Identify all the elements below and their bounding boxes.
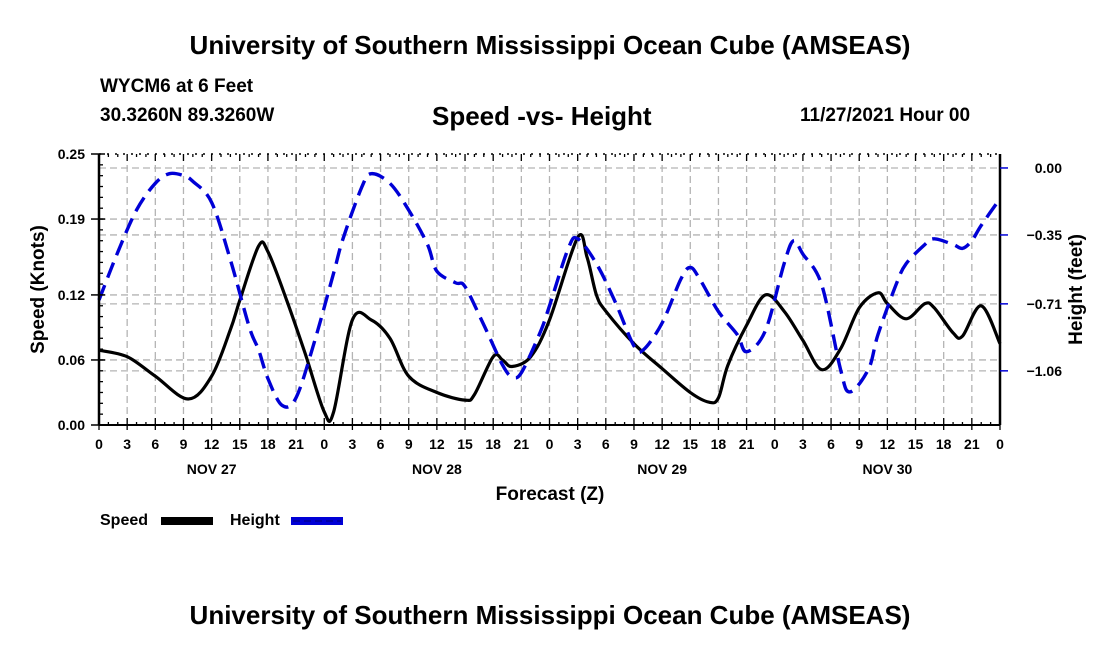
x-tick-label: 21 — [964, 436, 980, 452]
x-tick-label: 18 — [711, 436, 727, 452]
x-tick-label: 0 — [996, 436, 1004, 452]
x-tick-label: 15 — [232, 436, 248, 452]
x-tick-label: 9 — [180, 436, 188, 452]
x-tick-label: 21 — [288, 436, 304, 452]
day-label: NOV 27 — [187, 461, 237, 477]
x-tick-label: 9 — [405, 436, 413, 452]
y-tick-label: 0.00 — [58, 417, 85, 433]
x-tick-label: 6 — [151, 436, 159, 452]
main-title: University of Southern Mississippi Ocean… — [189, 30, 911, 60]
height-series-line — [97, 171, 1002, 409]
x-tick-label: 6 — [602, 436, 610, 452]
chart-title: Speed -vs- Height — [432, 101, 652, 131]
x-tick-label: 21 — [739, 436, 755, 452]
y2-tick-label: 0.00 — [1035, 160, 1062, 176]
y2-tick-label: −0.35 — [1027, 227, 1063, 243]
x-tick-label: 0 — [320, 436, 328, 452]
grid-lines — [99, 154, 1000, 425]
legend-height-label: Height — [230, 512, 280, 529]
x-axis-title: Forecast (Z) — [496, 484, 605, 505]
series-lines — [97, 171, 1002, 423]
x-tick-label: 0 — [771, 436, 779, 452]
axis-labels: 0 3 6 9 12 15 18 21 0 3 6 9 12 15 18 21 0 3 6 9 12 15 18 21 0 3 6 9… — [28, 146, 1087, 505]
x-tick-label: 6 — [377, 436, 385, 452]
x-tick-label: 3 — [349, 436, 357, 452]
y-tick-label: 0.19 — [58, 211, 85, 227]
x-tick-label: 12 — [204, 436, 220, 452]
axes — [91, 153, 1008, 430]
x-tick-label: 12 — [429, 436, 445, 452]
x-tick-label: 0 — [95, 436, 103, 452]
x-tick-label: 3 — [123, 436, 131, 452]
x-tick-label: 21 — [514, 436, 530, 452]
legend-speed-label: Speed — [100, 512, 148, 529]
day-label: NOV 28 — [412, 461, 462, 477]
x-tick-label: 0 — [546, 436, 554, 452]
legend: Speed Height — [100, 512, 343, 529]
y-tick-label: 0.12 — [58, 287, 85, 303]
speed-series-line — [98, 233, 1002, 423]
x-tick-label: 3 — [574, 436, 582, 452]
x-tick-label: 15 — [457, 436, 473, 452]
x-tick-label: 12 — [654, 436, 670, 452]
y2-tick-label: −1.06 — [1027, 363, 1063, 379]
forecast-datetime: 11/27/2021 Hour 00 — [800, 105, 971, 126]
station-label: WYCM6 at 6 Feet — [100, 76, 254, 97]
x-tick-label: 18 — [260, 436, 276, 452]
y2-tick-label: −0.71 — [1027, 296, 1063, 312]
x-tick-label: 6 — [827, 436, 835, 452]
y2-axis-title: Height (feet) — [1066, 234, 1087, 345]
x-tick-label: 3 — [799, 436, 807, 452]
x-tick-label: 15 — [682, 436, 698, 452]
x-tick-label: 18 — [485, 436, 501, 452]
x-tick-label: 15 — [908, 436, 924, 452]
coordinates-label: 30.3260N 89.3260W — [100, 105, 275, 126]
y-tick-label: 0.06 — [58, 352, 85, 368]
legend-speed-swatch — [161, 517, 213, 525]
day-label: NOV 29 — [637, 461, 687, 477]
x-tick-label: 9 — [630, 436, 638, 452]
x-tick-label: 12 — [880, 436, 896, 452]
x-tick-label: 9 — [855, 436, 863, 452]
legend-height-swatch — [291, 517, 343, 525]
footer-title: University of Southern Mississippi Ocean… — [189, 600, 911, 630]
y-tick-label: 0.25 — [58, 146, 85, 162]
day-label: NOV 30 — [862, 461, 912, 477]
y-axis-title: Speed (Knots) — [28, 225, 49, 354]
x-tick-label: 18 — [936, 436, 952, 452]
